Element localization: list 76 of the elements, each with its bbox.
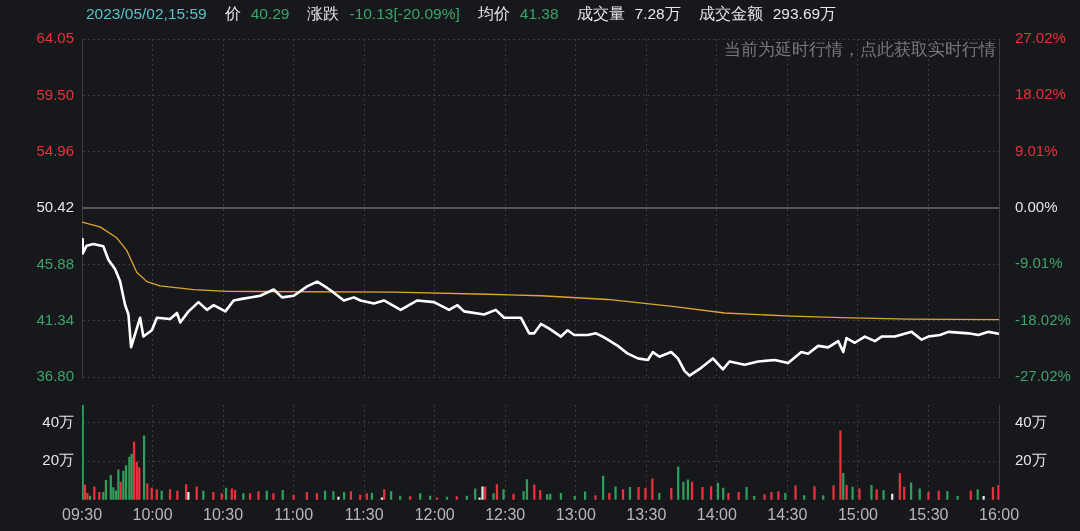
bar (242, 493, 245, 500)
y2-tick-label: 20万 (1015, 451, 1047, 469)
bar (882, 490, 885, 500)
bar (187, 492, 190, 500)
bar (870, 484, 873, 500)
text: 价 (224, 5, 241, 22)
bar (332, 491, 335, 500)
chart-title: 2023/05/02,15:59 (86, 5, 207, 22)
bar (502, 489, 505, 500)
bar (745, 487, 748, 500)
text: 7.28万 (634, 5, 681, 22)
bar (292, 494, 295, 500)
y-tick-label: 54.96 (36, 141, 74, 159)
text: -10.13[-20.09%] (349, 5, 460, 22)
bar (982, 495, 985, 500)
x-tick-label: 15:00 (837, 505, 879, 523)
y2-tick-label: -27.02% (1015, 367, 1071, 385)
x-tick-label: 13:30 (626, 505, 667, 523)
x-tick-label: 11:00 (274, 505, 314, 523)
bar (997, 484, 999, 500)
x-tick-label: 10:30 (203, 505, 244, 523)
y-tick-label: 36.80 (36, 367, 74, 385)
bar (492, 493, 495, 500)
x-tick-label: 13:00 (555, 505, 596, 523)
y-tick-label: 40万 (42, 412, 74, 430)
bar (770, 492, 773, 500)
y2-tick-label: -9.01% (1015, 254, 1063, 272)
text: 成交量 (576, 5, 625, 22)
bar (651, 478, 654, 500)
y-tick-label: 20万 (42, 451, 74, 469)
text: 40.29 (250, 5, 290, 22)
x-tick-label: 12:30 (485, 505, 526, 523)
x-tick-label: 09:30 (61, 505, 103, 523)
y-tick-label: 50.42 (36, 198, 74, 216)
y-tick-label: 59.50 (36, 85, 74, 103)
y-tick-label: 41.34 (36, 310, 74, 328)
y-tick-label: 64.05 (36, 29, 74, 47)
bar (794, 485, 797, 500)
annotation: 当前为延时行情，点此获取实时行情 (724, 39, 996, 61)
y2-tick-label: -18.02% (1015, 310, 1071, 328)
y2-tick-label: 18.02% (1015, 85, 1066, 103)
bar (763, 494, 766, 500)
x-tick-label: 11:30 (344, 505, 384, 523)
bar (644, 487, 647, 500)
bar (701, 487, 704, 500)
bar (832, 485, 835, 500)
y-tick-label: 45.88 (36, 254, 74, 272)
text: 涨跌 (307, 5, 340, 22)
y2-tick-label: 40万 (1015, 412, 1047, 430)
text: 成交金额 (698, 5, 763, 22)
x-tick-label: 14:30 (767, 505, 808, 523)
text: 293.69万 (772, 5, 837, 22)
bar (839, 430, 842, 500)
bar (272, 493, 275, 500)
bar (594, 495, 597, 500)
bar (682, 481, 685, 500)
x-tick-label: 16:00 (978, 505, 1020, 523)
bar (512, 493, 515, 500)
x-tick-label: 15:30 (908, 505, 949, 523)
x-tick-label: 10:00 (132, 505, 173, 523)
text: 41.38 (519, 5, 559, 22)
bar (614, 486, 617, 500)
bar (813, 486, 816, 500)
bar (858, 488, 861, 500)
bar (637, 487, 640, 500)
x-tick-label: 14:00 (696, 505, 737, 523)
text: 均价 (477, 5, 510, 22)
x-tick-label: 12:00 (414, 505, 455, 523)
bar (851, 486, 854, 500)
bar (927, 492, 930, 500)
bar (727, 493, 730, 500)
bar (257, 491, 260, 500)
bar (117, 469, 120, 500)
y2-tick-label: 27.02% (1015, 29, 1066, 47)
y2-tick-label: 9.01% (1015, 141, 1058, 159)
y2-tick-label: 0.00% (1015, 198, 1058, 216)
